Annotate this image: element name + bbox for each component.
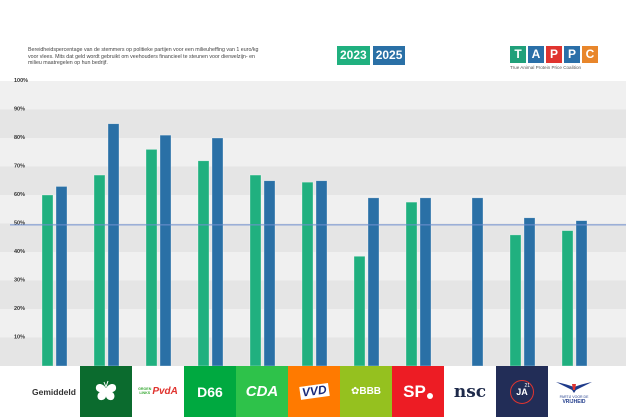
logo-label: VVD: [298, 382, 330, 400]
y-tick-label: 40%: [14, 249, 25, 255]
bar-2025-vvd: [315, 180, 328, 366]
grid-band: [0, 109, 626, 138]
chart-description: Bereidheidspercentage van de stemmers op…: [28, 47, 259, 66]
bar-2025-cda: [263, 180, 276, 366]
sp-tomato-icon: [426, 392, 433, 399]
y-tick-label: 20%: [14, 306, 25, 312]
christenunie-butterfly-icon: [95, 380, 117, 400]
y-tick-label: 90%: [14, 107, 25, 113]
bar-2025-pvv: [575, 220, 588, 366]
bar-2025-d66: [211, 137, 224, 366]
tappc-tile-c: C: [582, 46, 598, 63]
logo-label: nsc: [453, 381, 487, 402]
tappc-tile-t: T: [510, 46, 526, 63]
logo-label-top: PARTIJ VOOR DE: [559, 395, 589, 399]
bar-2023-gemiddeld: [41, 194, 54, 366]
y-tick-label: 100%: [14, 78, 28, 84]
tappc-logo: T A P P C True Animal Protein Price Coal…: [510, 46, 600, 71]
legend-2023: 2023: [337, 46, 370, 65]
tappc-tile-p2: P: [564, 46, 580, 63]
pvv-seagull-icon: [556, 382, 592, 393]
bar-2025-ja21: [523, 217, 536, 366]
logo-label: Gemiddeld: [32, 386, 76, 397]
bar-2023-pvv: [561, 230, 574, 366]
tappc-tiles: T A P P C: [510, 46, 600, 63]
logo-groenlinks-pvda: GROEN LINKS PvdA: [132, 366, 184, 417]
logo-label: D66: [197, 383, 223, 400]
logo-bbb: ✿BBB: [340, 366, 392, 417]
grid-band: [0, 138, 626, 167]
bar-2025-groenlinks-pvda: [159, 134, 172, 366]
party-logos: Gemiddeld GROEN LINKS PvdA D66 CDA VVD ✿BBB SP ns…: [0, 366, 626, 417]
bar-2025-nsc: [471, 197, 484, 366]
logo-label: JA: [516, 386, 528, 397]
y-tick-label: 80%: [14, 135, 25, 141]
logo-sp: SP: [392, 366, 444, 417]
tappc-tile-p1: P: [546, 46, 562, 63]
bar-2025-sp: [419, 197, 432, 366]
y-tick-label: 30%: [14, 278, 25, 284]
logo-label-top: GROEN: [138, 386, 152, 391]
grid-band: [0, 81, 626, 110]
y-tick-label: 10%: [14, 335, 25, 341]
logo-label: ✿BBB: [350, 386, 382, 397]
logo-label-bottom: VRIJHEID: [562, 399, 586, 405]
logo-label-right: PvdA: [152, 386, 178, 397]
bar-2023-vvd: [301, 181, 314, 366]
logo-nsc: nsc: [444, 366, 496, 417]
bar-2025-bbb: [367, 197, 380, 366]
logo-cda: CDA: [236, 366, 288, 417]
bar-2023-cda: [249, 174, 262, 366]
legend-2025: 2025: [372, 46, 406, 65]
bar-2025-gemiddeld: [55, 186, 68, 366]
bar-2023-ja21: [509, 234, 522, 366]
y-tick-label: 60%: [14, 192, 25, 198]
logo-gemiddeld: Gemiddeld: [28, 366, 80, 417]
tappc-tile-a: A: [528, 46, 544, 63]
bar-2023-groenlinks-pvda: [145, 149, 158, 366]
logo-label-sup: 21: [524, 382, 530, 389]
y-tick-label: 70%: [14, 164, 25, 170]
bar-chart: 10% 20% 30% 40% 50% 60% 70% 80% 90% 100%: [0, 78, 626, 366]
logo-pvv: PARTIJ VOOR DE VRIJHEID: [548, 366, 600, 417]
logo-ja21: JA 21: [496, 366, 548, 417]
logo-label-bottom: LINKS: [139, 390, 151, 395]
logo-label: CDA: [245, 383, 279, 400]
logo-christenunie: [80, 366, 132, 417]
logo-label: SP: [403, 381, 426, 401]
logo-vvd: VVD: [288, 366, 340, 417]
bar-2023-d66: [197, 160, 210, 366]
bar-2023-sp: [405, 201, 418, 366]
bar-2023-christenunie: [93, 174, 106, 366]
logo-d66: D66: [184, 366, 236, 417]
y-tick-label: 50%: [14, 221, 25, 227]
bar-2025-christenunie: [107, 123, 120, 366]
bar-2023-bbb: [353, 255, 366, 366]
legend: 2023 2025: [337, 46, 406, 65]
tappc-subtitle: True Animal Protein Price Coalition: [510, 65, 582, 70]
